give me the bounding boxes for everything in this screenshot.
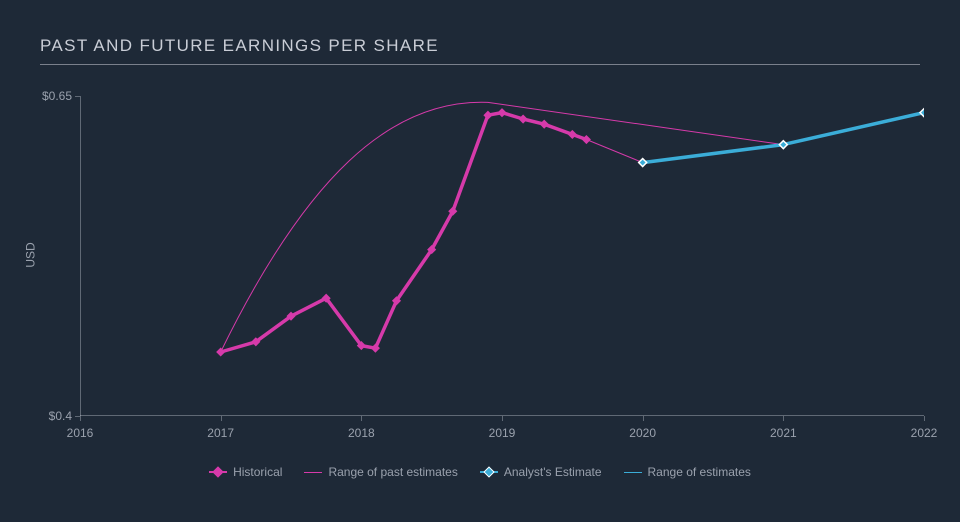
legend-item: Range of estimates [624, 465, 751, 479]
y-tick-label: $0.65 [42, 89, 72, 103]
x-tick-mark [924, 416, 925, 421]
range-past-line [221, 102, 784, 352]
x-tick-mark [80, 416, 81, 421]
x-tick-mark [221, 416, 222, 421]
legend-line-icon [624, 466, 642, 478]
x-tick-mark [361, 416, 362, 421]
chart-container: PAST AND FUTURE EARNINGS PER SHARE USD H… [0, 0, 960, 522]
plot-area [80, 96, 924, 416]
historical-line [221, 113, 587, 352]
analyst-marker [920, 109, 924, 117]
legend-label: Range of estimates [648, 465, 751, 479]
x-tick-label: 2018 [348, 426, 375, 440]
analyst-marker [779, 141, 787, 149]
x-tick-label: 2017 [207, 426, 234, 440]
legend-label: Historical [233, 465, 282, 479]
y-axis-line [80, 96, 81, 416]
title-underline [40, 64, 920, 65]
analyst-line [643, 113, 924, 163]
legend-item: Analyst's Estimate [480, 465, 602, 479]
chart-title: PAST AND FUTURE EARNINGS PER SHARE [40, 36, 439, 56]
x-tick-label: 2022 [911, 426, 938, 440]
y-tick-mark [75, 96, 80, 97]
x-tick-label: 2020 [629, 426, 656, 440]
connector-line [586, 140, 642, 163]
plot-svg [80, 96, 924, 416]
legend-item: Range of past estimates [304, 465, 457, 479]
analyst-marker [639, 159, 647, 167]
legend-marker-icon [209, 466, 227, 478]
legend-line-icon [304, 466, 322, 478]
x-tick-label: 2016 [67, 426, 94, 440]
legend-label: Range of past estimates [328, 465, 457, 479]
legend-label: Analyst's Estimate [504, 465, 602, 479]
y-tick-label: $0.4 [49, 409, 72, 423]
x-tick-label: 2021 [770, 426, 797, 440]
legend-marker-icon [480, 466, 498, 478]
legend: Historical Range of past estimates Analyst… [0, 465, 960, 479]
x-tick-mark [643, 416, 644, 421]
x-tick-mark [783, 416, 784, 421]
legend-item: Historical [209, 465, 282, 479]
x-tick-mark [502, 416, 503, 421]
x-tick-label: 2019 [489, 426, 516, 440]
y-axis-label: USD [24, 242, 38, 267]
